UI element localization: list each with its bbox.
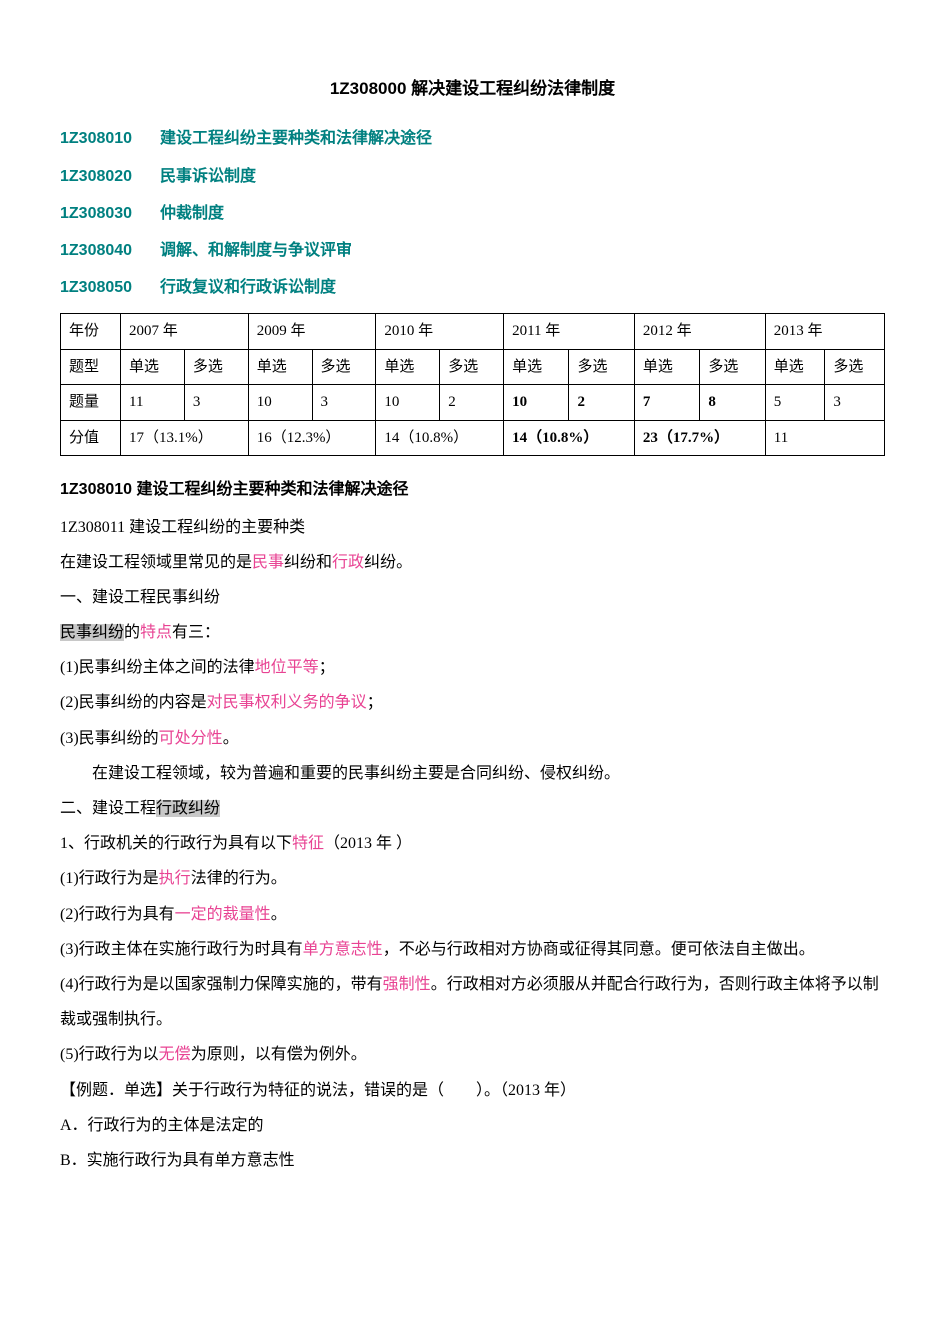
body-text: 在建设工程领域里常见的是民事纠纷和行政纠纷。: [60, 545, 885, 580]
highlight-bg: 行政纠纷: [156, 800, 220, 817]
qcount-cell: 2: [440, 385, 504, 421]
body-text: (1)行政行为是执行法律的行为。: [60, 861, 885, 896]
highlight-text: 民事: [252, 554, 284, 571]
highlight-text: 对民事权利义务的争议: [207, 694, 367, 711]
toc-code: 1Z308030: [60, 196, 160, 231]
table-row-type: 题型 单选 多选 单选 多选 单选 多选 单选 多选 单选 多选 单选 多选: [61, 349, 885, 385]
score-cell: 23（17.7%）: [634, 420, 765, 456]
year-cell: 2012 年: [634, 314, 765, 350]
toc-code: 1Z308040: [60, 233, 160, 268]
qcount-cell: 2: [569, 385, 634, 421]
body-text: (3)行政主体在实施行政行为时具有单方意志性，不必与行政相对方协商或征得其同意。…: [60, 932, 885, 967]
option-b: B．实施行政行为具有单方意志性: [60, 1143, 885, 1178]
toc-code: 1Z308050: [60, 270, 160, 305]
body-text: 民事纠纷的特点有三：: [60, 615, 885, 650]
body-text: 1、行政机关的行政行为具有以下特征（2013 年 ）: [60, 826, 885, 861]
year-cell: 2007 年: [121, 314, 249, 350]
toc-code: 1Z308020: [60, 159, 160, 194]
highlight-text: 单方意志性: [303, 941, 383, 958]
toc-item: 1Z308050行政复议和行政诉讼制度: [60, 270, 885, 305]
toc-text: 调解、和解制度与争议评审: [160, 242, 352, 259]
row-label: 题型: [61, 349, 121, 385]
table-row-count: 题量 11 3 10 3 10 2 10 2 7 8 5 3: [61, 385, 885, 421]
body-text: (4)行政行为是以国家强制力保障实施的，带有强制性。行政相对方必须服从并配合行政…: [60, 967, 885, 1037]
toc-text: 民事诉讼制度: [160, 168, 256, 185]
body-text: 1Z308011 建设工程纠纷的主要种类: [60, 510, 885, 545]
highlight-text: 行政: [332, 554, 364, 571]
score-cell: 14（10.8%）: [504, 420, 635, 456]
qcount-cell: 5: [765, 385, 825, 421]
qcount-cell: 11: [121, 385, 185, 421]
toc-item: 1Z308020民事诉讼制度: [60, 159, 885, 194]
toc-text: 建设工程纠纷主要种类和法律解决途径: [160, 130, 432, 147]
body-text: (5)行政行为以无偿为原则，以有偿为例外。: [60, 1037, 885, 1072]
body-text: 在建设工程领域，较为普遍和重要的民事纠纷主要是合同纠纷、侵权纠纷。: [60, 756, 885, 791]
qcount-cell: 7: [634, 385, 699, 421]
qtype-cell: 多选: [312, 349, 376, 385]
table-row-year: 年份 2007 年 2009 年 2010 年 2011 年 2012 年 20…: [61, 314, 885, 350]
body-text: 一、建设工程民事纠纷: [60, 580, 885, 615]
highlight-text: 地位平等: [255, 659, 319, 676]
highlight-text: 特点: [140, 624, 172, 641]
highlight-bg: 民事纠纷: [60, 624, 124, 641]
qtype-cell: 单选: [376, 349, 440, 385]
toc-text: 行政复议和行政诉讼制度: [160, 279, 336, 296]
highlight-text: 可处分性: [159, 730, 223, 747]
toc-item: 1Z308010建设工程纠纷主要种类和法律解决途径: [60, 121, 885, 156]
body-text: 二、建设工程行政纠纷: [60, 791, 885, 826]
qtype-cell: 单选: [765, 349, 825, 385]
body-text: (2)民事纠纷的内容是对民事权利义务的争议；: [60, 685, 885, 720]
option-a: A．行政行为的主体是法定的: [60, 1108, 885, 1143]
score-cell: 14（10.8%）: [376, 420, 504, 456]
qcount-cell: 10: [504, 385, 569, 421]
qtype-cell: 多选: [700, 349, 765, 385]
body-text: (3)民事纠纷的可处分性。: [60, 721, 885, 756]
highlight-text: 强制性: [383, 976, 431, 993]
row-label: 题量: [61, 385, 121, 421]
qcount-cell: 3: [825, 385, 885, 421]
qtype-cell: 多选: [569, 349, 634, 385]
year-cell: 2009 年: [248, 314, 376, 350]
table-row-score: 分值 17（13.1%） 16（12.3%） 14（10.8%） 14（10.8…: [61, 420, 885, 456]
qtype-cell: 多选: [825, 349, 885, 385]
body-text: (1)民事纠纷主体之间的法律地位平等；: [60, 650, 885, 685]
page-title: 1Z308000 解决建设工程纠纷法律制度: [60, 70, 885, 107]
body-text: (2)行政行为具有一定的裁量性。: [60, 897, 885, 932]
highlight-text: 无偿: [159, 1046, 191, 1063]
row-label: 年份: [61, 314, 121, 350]
stats-table: 年份 2007 年 2009 年 2010 年 2011 年 2012 年 20…: [60, 313, 885, 456]
year-cell: 2013 年: [765, 314, 884, 350]
qcount-cell: 3: [184, 385, 248, 421]
qcount-cell: 10: [376, 385, 440, 421]
qtype-cell: 多选: [184, 349, 248, 385]
score-cell: 11: [765, 420, 884, 456]
qtype-cell: 单选: [121, 349, 185, 385]
toc-item: 1Z308030仲裁制度: [60, 196, 885, 231]
toc-item: 1Z308040调解、和解制度与争议评审: [60, 233, 885, 268]
toc-code: 1Z308010: [60, 121, 160, 156]
qtype-cell: 多选: [440, 349, 504, 385]
section-heading: 1Z308010 建设工程纠纷主要种类和法律解决途径: [60, 472, 885, 507]
highlight-text: 执行: [159, 870, 191, 887]
toc-section: 1Z308010建设工程纠纷主要种类和法律解决途径 1Z308020民事诉讼制度…: [60, 121, 885, 305]
toc-text: 仲裁制度: [160, 205, 224, 222]
highlight-text: 特征: [292, 835, 324, 852]
qtype-cell: 单选: [248, 349, 312, 385]
qtype-cell: 单选: [634, 349, 699, 385]
year-cell: 2010 年: [376, 314, 504, 350]
body-text: 【例题．单选】关于行政行为特征的说法，错误的是（ ）。（2013 年）: [60, 1073, 885, 1108]
highlight-text: 一定的裁量性: [175, 906, 271, 923]
year-cell: 2011 年: [504, 314, 635, 350]
score-cell: 16（12.3%）: [248, 420, 376, 456]
qcount-cell: 10: [248, 385, 312, 421]
score-cell: 17（13.1%）: [121, 420, 249, 456]
qcount-cell: 8: [700, 385, 765, 421]
qtype-cell: 单选: [504, 349, 569, 385]
qcount-cell: 3: [312, 385, 376, 421]
row-label: 分值: [61, 420, 121, 456]
